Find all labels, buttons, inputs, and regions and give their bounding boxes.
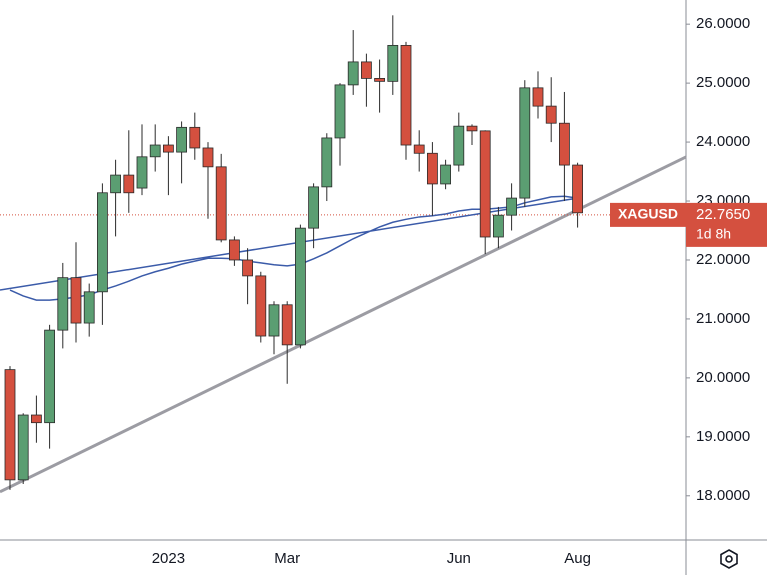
candle-body (189, 126, 201, 149)
candle-body (400, 44, 412, 146)
candle-body (110, 174, 121, 194)
candle-body (70, 277, 82, 324)
candle-body (44, 329, 55, 424)
candle-body (136, 156, 148, 189)
y-tick-label: 21.0000 (696, 310, 750, 327)
candle-body (532, 87, 544, 107)
candle-body (347, 61, 359, 86)
candle-body (387, 44, 399, 82)
candle-body (559, 122, 570, 166)
x-tick-label: Mar (274, 550, 300, 567)
price-label-box (686, 202, 767, 247)
settings-hexagon[interactable] (720, 549, 738, 569)
candle-body (413, 144, 425, 154)
y-tick-label: 25.0000 (696, 74, 750, 91)
candle-body (321, 137, 333, 188)
y-tick-label: 19.0000 (696, 428, 750, 445)
symbol-label-box (610, 202, 686, 227)
candle-body (17, 414, 29, 481)
plot-area (0, 15, 687, 494)
candle-body (308, 186, 320, 229)
y-tick-label: 20.0000 (696, 369, 750, 386)
y-tick-label: 24.0000 (696, 133, 750, 150)
symbol-label: XAGUSD (618, 206, 678, 222)
candle-body (492, 214, 504, 238)
candle-body (294, 227, 306, 346)
candle-body (215, 166, 227, 241)
y-tick-label: 22.0000 (696, 251, 750, 268)
x-tick-label: Jun (447, 550, 471, 567)
candle-body (506, 197, 518, 216)
price-label: 22.7650 (696, 206, 750, 223)
candle-body (479, 130, 491, 238)
candle-body (57, 277, 69, 331)
candle-body (440, 164, 452, 185)
candle-body (572, 164, 583, 214)
countdown-label: 1d 8h (696, 226, 731, 242)
x-tick-label: 2023 (152, 550, 185, 567)
candle-body (281, 304, 293, 346)
candle-body (4, 369, 16, 481)
candle-body (176, 126, 188, 153)
candle-body (268, 304, 280, 337)
candle-body (453, 125, 465, 166)
y-tick-label: 26.0000 (696, 15, 750, 32)
candle-body (162, 144, 174, 153)
candle-body (255, 275, 267, 337)
candle-body (30, 414, 42, 424)
candle-body (374, 78, 386, 82)
candle-body (426, 152, 438, 185)
candle-body (334, 84, 346, 139)
y-tick-label: 18.0000 (696, 487, 750, 504)
candle-body (228, 239, 240, 261)
trend-line (0, 155, 687, 494)
candle-body (149, 144, 161, 158)
candle-body (545, 105, 557, 124)
candle-body (202, 147, 214, 168)
candle-body (123, 174, 135, 194)
candle-body (242, 259, 254, 277)
candle-body (83, 291, 95, 324)
candle-body (97, 192, 108, 293)
x-tick-label: Aug (564, 550, 591, 567)
settings-dot[interactable] (725, 555, 733, 563)
settings-icon[interactable] (720, 549, 738, 569)
candle-body (519, 87, 531, 199)
candle-body (466, 125, 478, 132)
moving-average (0, 195, 578, 301)
candle-body (360, 61, 372, 79)
